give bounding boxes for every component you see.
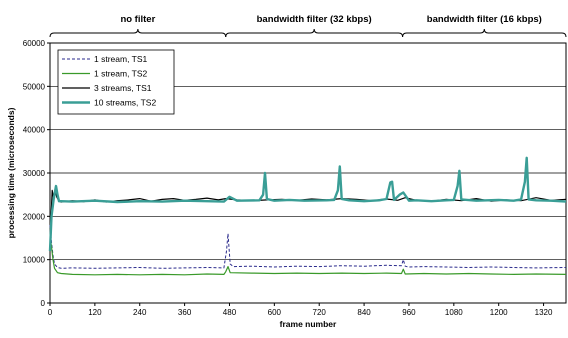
x-tick-label: 120 — [88, 308, 102, 317]
series-line-1 — [49, 224, 567, 269]
series-layer — [48, 156, 567, 276]
x-tick-label: 240 — [133, 308, 147, 317]
y-axis-title: processing time (microseconds) — [6, 107, 16, 238]
legend: 1 stream, TS1 1 stream, TS2 3 streams, TS1… — [57, 49, 175, 115]
series-line-3 — [49, 189, 567, 247]
legend-label: 1 stream, TS2 — [94, 69, 147, 79]
x-axis-title: frame number — [280, 319, 337, 329]
section-bracket — [49, 28, 227, 38]
x-tick-label: 360 — [178, 308, 192, 317]
x-tick-label: 480 — [223, 308, 237, 317]
y-tick-label: 30000 — [23, 169, 46, 178]
y-tick-label: 40000 — [23, 126, 46, 135]
section-bracket — [225, 28, 404, 38]
section-label: bandwidth filter (16 kbps) — [427, 14, 542, 25]
legend-label: 10 streams, TS2 — [94, 98, 156, 108]
x-tick-label: 0 — [48, 308, 53, 317]
legend-label: 3 streams, TS1 — [94, 83, 152, 93]
y-axis-ticks: 0 10000 20000 30000 40000 50000 60000 — [23, 39, 50, 308]
series-line-4 — [48, 156, 567, 252]
section-label: no filter — [120, 14, 155, 25]
x-tick-label: 840 — [357, 308, 371, 317]
y-tick-label: 50000 — [23, 82, 46, 91]
x-tick-label: 1320 — [535, 308, 553, 317]
x-tick-label: 1080 — [445, 308, 463, 317]
x-tick-label: 960 — [402, 308, 416, 317]
legend-label: 1 stream, TS1 — [94, 54, 147, 64]
series-line-2 — [49, 233, 567, 276]
x-axis-ticks: 0 120 240 360 480 600 720 840 960 1080 1200 1320 — [48, 303, 553, 317]
section-bracket — [402, 28, 567, 38]
x-tick-label: 600 — [268, 308, 282, 317]
y-tick-label: 60000 — [23, 39, 46, 48]
section-annotations: no filter bandwidth filter (32 kbps) bandw… — [49, 14, 567, 38]
section-label: bandwidth filter (32 kbps) — [257, 14, 372, 25]
x-tick-label: 720 — [313, 308, 327, 317]
y-tick-label: 0 — [41, 299, 46, 308]
y-tick-label: 20000 — [23, 212, 46, 221]
x-tick-label: 1200 — [490, 308, 508, 317]
y-tick-label: 10000 — [23, 256, 46, 265]
